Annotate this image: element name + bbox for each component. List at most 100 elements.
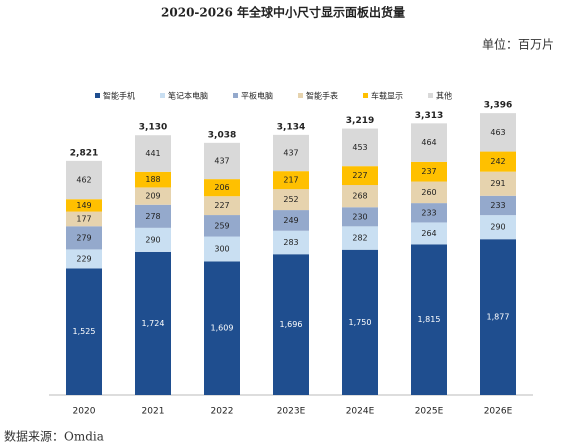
bar-segment [480,113,516,152]
data-label: 259 [214,221,229,230]
bar-segment [480,239,516,395]
bar-segment [342,226,378,250]
data-label: 233 [421,208,436,217]
data-label: 453 [352,143,367,152]
data-label: 227 [352,171,367,180]
bar-segment [273,210,309,231]
legend-swatch [428,93,433,98]
legend-swatch [298,93,303,98]
bar-segment [342,128,378,167]
data-label: 1,609 [211,324,234,333]
data-label: 1,525 [73,327,96,336]
x-tick-label: 2023E [277,407,306,417]
bar-segment [342,166,378,186]
data-label: 268 [352,192,367,201]
bar-segment [480,171,516,196]
data-label: 441 [145,149,160,158]
total-label: 3,313 [415,111,443,121]
data-label: 177 [76,214,91,223]
bar-segment [273,171,309,190]
bar-segment [204,142,240,180]
legend-swatch [160,93,165,98]
bar-segment [273,254,309,395]
total-label: 3,038 [208,130,236,140]
data-label: 283 [283,238,298,247]
x-tick-label: 2024E [346,407,375,417]
data-label: 209 [145,192,160,201]
data-label: 279 [76,233,91,242]
bar-segment [342,207,378,227]
data-label: 278 [145,212,160,221]
data-label: 188 [145,175,160,184]
legend-swatch [95,93,100,98]
bar-segment [135,204,171,228]
data-label: 149 [76,201,91,210]
total-label: 2,821 [70,148,98,158]
bar-segment [66,211,102,227]
data-label: 437 [283,149,298,158]
data-label: 242 [490,157,505,166]
data-label: 206 [214,183,229,192]
data-label: 233 [490,201,505,210]
bar-segment [135,227,171,252]
bar-segment [135,135,171,172]
bar-segment [66,249,102,269]
data-label: 462 [76,176,91,185]
data-label: 1,696 [280,320,303,329]
unit-label: 单位：百万片 [482,37,554,52]
x-tick-label: 2025E [415,407,444,417]
bar-segment [480,195,516,216]
data-label: 227 [214,201,229,210]
data-label: 300 [214,245,229,254]
bar-segment [135,171,171,188]
bar-segment [480,215,516,240]
data-label: 252 [283,195,298,204]
data-label: 1,877 [487,313,510,322]
source: 数据来源：Omdia [4,429,104,444]
bar-segment [342,249,378,395]
data-label: 230 [352,212,367,221]
legend-label: 笔记本电脑 [168,91,208,101]
x-tick-label: 2026E [484,407,513,417]
x-tick-label: 2021 [142,407,165,417]
legend-label: 平板电脑 [241,91,273,101]
data-label: 282 [352,234,367,243]
bar-segment [66,160,102,200]
bar-segment [342,185,378,208]
bar-segment [411,161,447,182]
bar-segment [411,123,447,162]
legend-swatch [233,93,238,98]
bar-segment [204,196,240,216]
legend-label: 车载显示 [371,91,403,101]
legend-label: 智能手表 [306,91,338,101]
bar-segment [204,215,240,237]
bar-segment [66,199,102,212]
bar-segment [135,187,171,205]
bar-segment [135,251,171,395]
data-label: 1,724 [142,319,165,328]
data-label: 260 [421,188,436,197]
legend-label: 智能手机 [103,91,135,101]
bar-segment [273,134,309,172]
bar-segment [411,222,447,245]
total-label: 3,219 [346,116,374,126]
data-label: 437 [214,156,229,165]
data-label: 464 [421,138,436,147]
bar-segment [273,189,309,211]
data-label: 229 [76,254,91,263]
legend-swatch [363,93,368,98]
data-label: 463 [490,128,505,137]
data-label: 249 [283,216,298,225]
bar-segment [66,268,102,395]
bar-segment [411,244,447,395]
x-tick-label: 2022 [211,407,234,417]
bar-segment [480,151,516,172]
bar-segment [411,203,447,223]
data-label: 1,815 [418,315,441,324]
total-label: 3,134 [277,122,305,132]
bar-segment [411,181,447,204]
data-label: 1,750 [349,318,372,327]
data-label: 290 [145,235,160,244]
data-label: 290 [490,223,505,232]
